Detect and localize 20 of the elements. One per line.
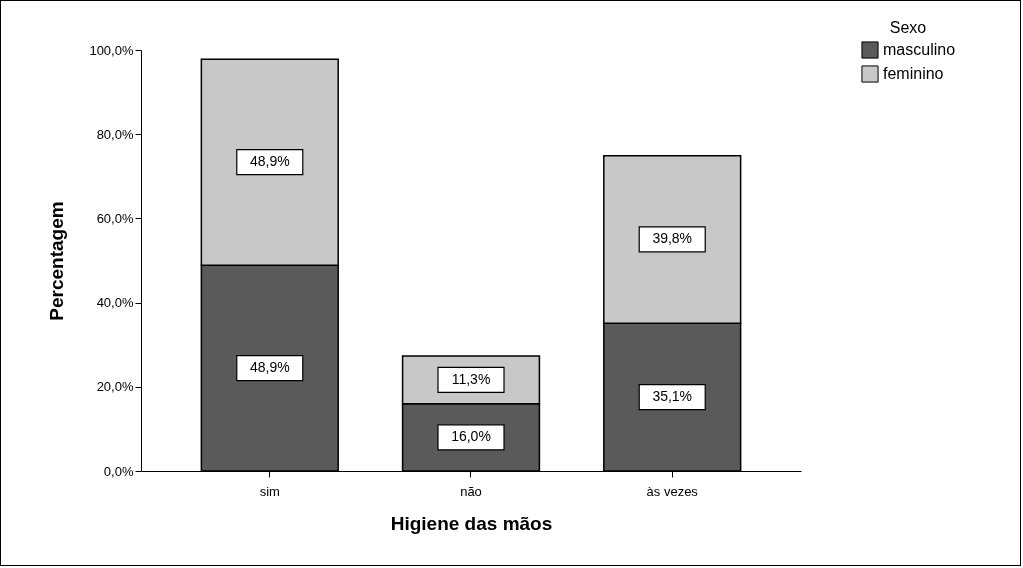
- y-tick-label: 40,0%: [96, 295, 134, 311]
- data-label: 16,0%: [451, 428, 491, 445]
- y-tick-label: 60,0%: [96, 210, 134, 226]
- data-label: 35,1%: [652, 388, 693, 405]
- x-axis-title: Higiene das mãos: [390, 512, 553, 534]
- legend-title: Sexo: [889, 19, 927, 36]
- x-tick-label: às vezes: [646, 483, 699, 499]
- y-tick-label: 20,0%: [96, 379, 134, 395]
- y-tick-label: 80,0%: [96, 126, 134, 142]
- legend-label: masculino: [883, 41, 956, 58]
- data-label: 39,8%: [652, 230, 693, 247]
- data-label: 48,9%: [249, 359, 290, 376]
- x-tick-label: não: [460, 483, 482, 499]
- y-tick-label: 0,0%: [103, 463, 134, 479]
- legend-label: feminino: [883, 65, 944, 82]
- y-tick-label: 100,0%: [89, 42, 134, 58]
- x-tick-label: sim: [259, 483, 280, 499]
- data-label: 48,9%: [249, 153, 290, 170]
- data-label: 11,3%: [451, 370, 491, 387]
- y-axis-title: Percentagem: [46, 201, 68, 321]
